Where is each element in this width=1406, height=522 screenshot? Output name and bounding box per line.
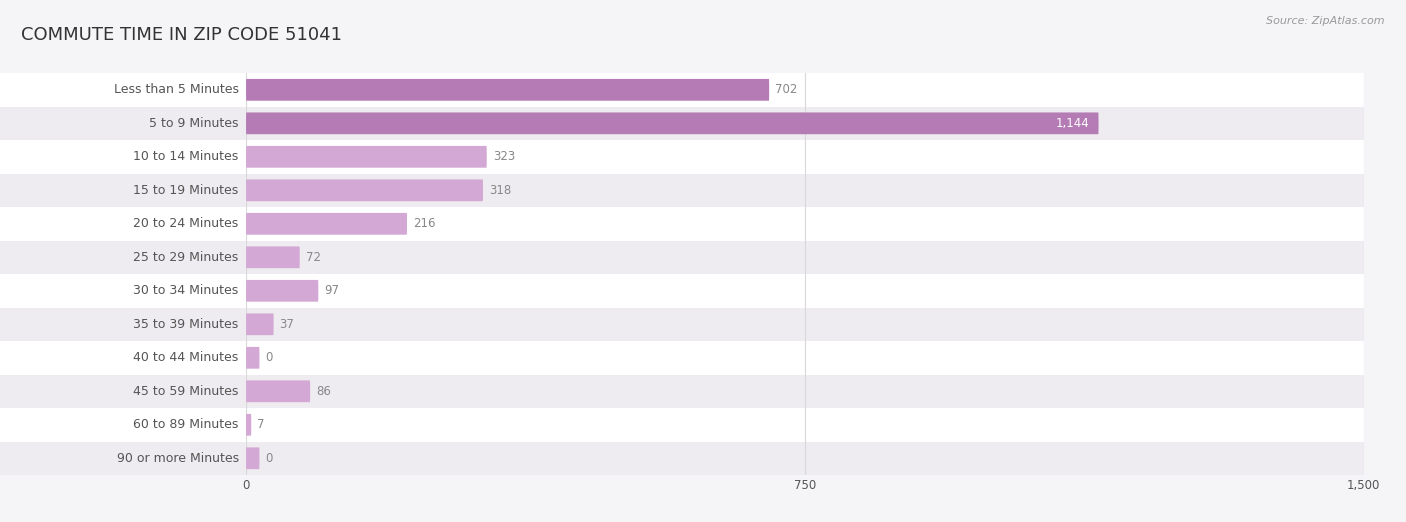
Text: 37: 37: [280, 318, 294, 331]
Text: 86: 86: [316, 385, 330, 398]
Text: 72: 72: [305, 251, 321, 264]
FancyBboxPatch shape: [246, 213, 406, 235]
Bar: [246, 408, 1364, 442]
Bar: [0, 408, 246, 442]
Text: 1,144: 1,144: [1056, 117, 1090, 130]
FancyBboxPatch shape: [246, 146, 486, 168]
Text: 40 to 44 Minutes: 40 to 44 Minutes: [134, 351, 239, 364]
Text: 216: 216: [413, 217, 436, 230]
Text: 25 to 29 Minutes: 25 to 29 Minutes: [134, 251, 239, 264]
Text: 0: 0: [266, 452, 273, 465]
Text: 7: 7: [257, 418, 264, 431]
FancyBboxPatch shape: [246, 447, 260, 469]
Text: 60 to 89 Minutes: 60 to 89 Minutes: [134, 418, 239, 431]
Bar: [0, 274, 246, 307]
Text: 30 to 34 Minutes: 30 to 34 Minutes: [134, 284, 239, 298]
Bar: [0, 140, 246, 174]
FancyBboxPatch shape: [246, 313, 274, 335]
Bar: [0, 375, 246, 408]
Bar: [0, 442, 246, 475]
Bar: [0, 106, 246, 140]
FancyBboxPatch shape: [246, 79, 769, 101]
Text: Less than 5 Minutes: Less than 5 Minutes: [114, 84, 239, 97]
Text: COMMUTE TIME IN ZIP CODE 51041: COMMUTE TIME IN ZIP CODE 51041: [21, 26, 342, 44]
Bar: [246, 106, 1364, 140]
FancyBboxPatch shape: [246, 180, 484, 201]
Bar: [0, 241, 246, 274]
FancyBboxPatch shape: [246, 280, 318, 302]
Bar: [246, 73, 1364, 106]
Bar: [246, 307, 1364, 341]
Bar: [0, 207, 246, 241]
Text: 35 to 39 Minutes: 35 to 39 Minutes: [134, 318, 239, 331]
Text: 702: 702: [775, 84, 797, 97]
Text: 323: 323: [492, 150, 515, 163]
FancyBboxPatch shape: [246, 246, 299, 268]
Bar: [246, 140, 1364, 174]
Bar: [246, 174, 1364, 207]
Text: 0: 0: [266, 351, 273, 364]
Text: 5 to 9 Minutes: 5 to 9 Minutes: [149, 117, 239, 130]
Bar: [246, 207, 1364, 241]
Bar: [0, 341, 246, 375]
Bar: [0, 73, 246, 106]
Bar: [246, 375, 1364, 408]
Bar: [0, 307, 246, 341]
FancyBboxPatch shape: [246, 414, 252, 436]
Text: 97: 97: [325, 284, 339, 298]
FancyBboxPatch shape: [246, 112, 1098, 134]
Text: Source: ZipAtlas.com: Source: ZipAtlas.com: [1267, 16, 1385, 26]
Bar: [246, 241, 1364, 274]
Bar: [0, 174, 246, 207]
Text: 20 to 24 Minutes: 20 to 24 Minutes: [134, 217, 239, 230]
Bar: [246, 341, 1364, 375]
Bar: [246, 274, 1364, 307]
FancyBboxPatch shape: [246, 381, 311, 402]
Text: 10 to 14 Minutes: 10 to 14 Minutes: [134, 150, 239, 163]
Text: 90 or more Minutes: 90 or more Minutes: [117, 452, 239, 465]
Text: 318: 318: [489, 184, 512, 197]
Bar: [246, 442, 1364, 475]
Text: 15 to 19 Minutes: 15 to 19 Minutes: [134, 184, 239, 197]
FancyBboxPatch shape: [246, 347, 260, 369]
Text: 45 to 59 Minutes: 45 to 59 Minutes: [134, 385, 239, 398]
